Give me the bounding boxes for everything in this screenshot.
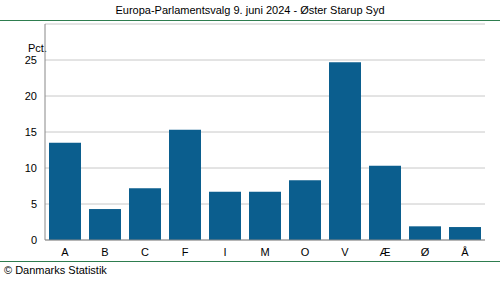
svg-text:V: V: [341, 246, 349, 258]
svg-text:Æ: Æ: [380, 246, 391, 258]
svg-text:B: B: [101, 246, 108, 258]
svg-text:10: 10: [25, 162, 37, 174]
svg-text:20: 20: [25, 90, 37, 102]
svg-text:F: F: [182, 246, 189, 258]
svg-text:O: O: [301, 246, 310, 258]
svg-text:0: 0: [31, 234, 37, 246]
html-text:© Danmarks Statistik: © Danmarks Statistik: [4, 264, 107, 276]
svg-text:M: M: [260, 246, 269, 258]
svg-text:C: C: [141, 246, 149, 258]
svg-text:A: A: [61, 246, 69, 258]
svg-text:Å: Å: [461, 246, 469, 258]
svg-text:25: 25: [25, 54, 37, 66]
svg-text:I: I: [223, 246, 226, 258]
svg-text:Ø: Ø: [421, 246, 430, 258]
html-text:Europa-Parlamentsvalg 9. juni: Europa-Parlamentsvalg 9. juni 2024 - Øst…: [115, 4, 385, 16]
svg-text:15: 15: [25, 126, 37, 138]
html-text:Pct.: Pct.: [28, 42, 47, 54]
svg-text:5: 5: [31, 198, 37, 210]
